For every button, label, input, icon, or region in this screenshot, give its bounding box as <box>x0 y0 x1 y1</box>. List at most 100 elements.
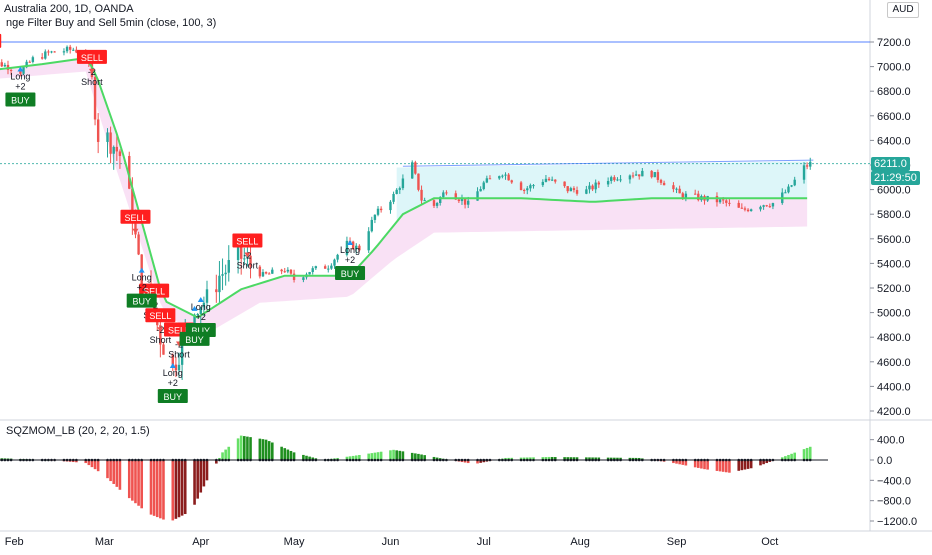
osc-dot <box>728 458 731 462</box>
osc-bar <box>588 457 591 460</box>
osc-bar <box>749 460 753 469</box>
osc-bar <box>283 448 287 460</box>
candle-body <box>19 70 22 74</box>
candle-body <box>488 178 492 180</box>
osc-dot <box>591 458 594 462</box>
osc-dot <box>504 458 507 462</box>
symbol-title[interactable]: Australia 200, 1D, OANDA <box>4 3 134 15</box>
sell-arrow-icon <box>132 228 139 234</box>
x-tick-label: Apr <box>192 536 209 548</box>
candle-body <box>463 198 467 205</box>
osc-dot <box>398 458 402 462</box>
osc-dot <box>196 458 199 462</box>
candle-body <box>749 209 753 212</box>
osc-dot <box>3 458 7 462</box>
osc-bar <box>784 456 787 460</box>
osc-bar <box>476 460 479 464</box>
osc-dot <box>482 458 486 462</box>
osc-dot <box>606 458 610 462</box>
osc-dot <box>376 458 380 462</box>
currency-badge[interactable]: AUD <box>887 2 919 18</box>
candle-body <box>333 259 336 266</box>
osc-dot <box>401 458 405 462</box>
osc-dot <box>22 458 25 462</box>
osc-bar <box>162 460 165 520</box>
candle-body <box>479 189 482 192</box>
candle-body <box>634 174 638 176</box>
osc-bar <box>261 439 265 460</box>
trend-line <box>402 159 814 167</box>
candle-body <box>619 179 622 181</box>
candle-body <box>594 182 597 190</box>
candle-body <box>280 269 283 272</box>
osc-bar <box>221 452 224 460</box>
osc-dot <box>759 458 762 462</box>
candle-body <box>672 185 675 190</box>
osc-dot <box>199 458 203 462</box>
osc-dot <box>613 458 616 462</box>
osc-dot <box>159 458 162 462</box>
osc-dot <box>308 458 311 462</box>
osc-bar <box>155 460 159 518</box>
osc-dot <box>672 458 675 462</box>
x-tick-label: Sep <box>667 536 687 548</box>
osc-bar <box>780 457 784 460</box>
osc-dot <box>547 458 551 462</box>
osc-bar <box>236 438 240 460</box>
osc-dot <box>286 458 290 462</box>
osc-bar <box>466 460 470 464</box>
osc-bar <box>131 460 134 501</box>
osc-bar <box>550 456 554 460</box>
osc-dot <box>28 458 32 462</box>
sell-arrow-icon <box>157 327 164 333</box>
osc-bar <box>134 460 137 504</box>
candle-body <box>554 179 557 182</box>
candle-body <box>526 188 529 191</box>
x-tick-label: Jun <box>382 536 400 548</box>
signal-sub-label: Long <box>340 245 360 255</box>
candle-body <box>765 205 768 207</box>
candle-body <box>376 208 380 215</box>
osc-dot <box>9 458 13 462</box>
osc-dot <box>703 458 706 462</box>
candle-body <box>109 132 112 154</box>
osc-dot <box>466 458 470 462</box>
candle-body <box>137 234 140 255</box>
osc-dot <box>790 458 793 462</box>
sell-signal-label: SELL <box>143 287 165 297</box>
osc-dot <box>784 458 787 462</box>
candle-body <box>498 176 501 179</box>
indicator-legend[interactable]: nge Filter Buy and Sell 5min (close, 100… <box>6 17 217 29</box>
osc-bar <box>479 460 482 463</box>
osc-dot <box>563 458 566 462</box>
candle-body <box>308 272 311 275</box>
osc-dot <box>588 458 591 462</box>
osc-dot <box>463 458 467 462</box>
x-tick-label: Oct <box>761 536 778 548</box>
osc-dot <box>180 458 184 462</box>
candle-body <box>414 162 417 174</box>
candle-body <box>435 203 439 206</box>
osc-bar <box>358 454 361 460</box>
osc-tick-label: −1200.0 <box>877 516 917 528</box>
candle-body <box>507 174 510 181</box>
osc-dot <box>68 458 72 462</box>
osc-dot <box>420 458 423 462</box>
osc-dot <box>395 458 398 462</box>
sell-signal-label: SELL <box>236 237 258 247</box>
osc-dot <box>71 458 75 462</box>
candle-body <box>323 266 327 269</box>
osc-bar <box>171 460 175 521</box>
y-tick-label: 6800.0 <box>877 86 911 98</box>
candle-body <box>460 198 464 202</box>
signal-sub-label: Long <box>132 273 152 283</box>
candle-body <box>31 57 35 62</box>
osc-tick-label: −800.0 <box>877 496 911 508</box>
sqzmom-legend[interactable]: SQZMOM_LB (20, 2, 20, 1.5) <box>6 425 150 437</box>
osc-bar <box>345 456 349 460</box>
osc-dot <box>25 458 28 462</box>
osc-bar <box>541 457 545 460</box>
osc-bar <box>432 456 436 460</box>
